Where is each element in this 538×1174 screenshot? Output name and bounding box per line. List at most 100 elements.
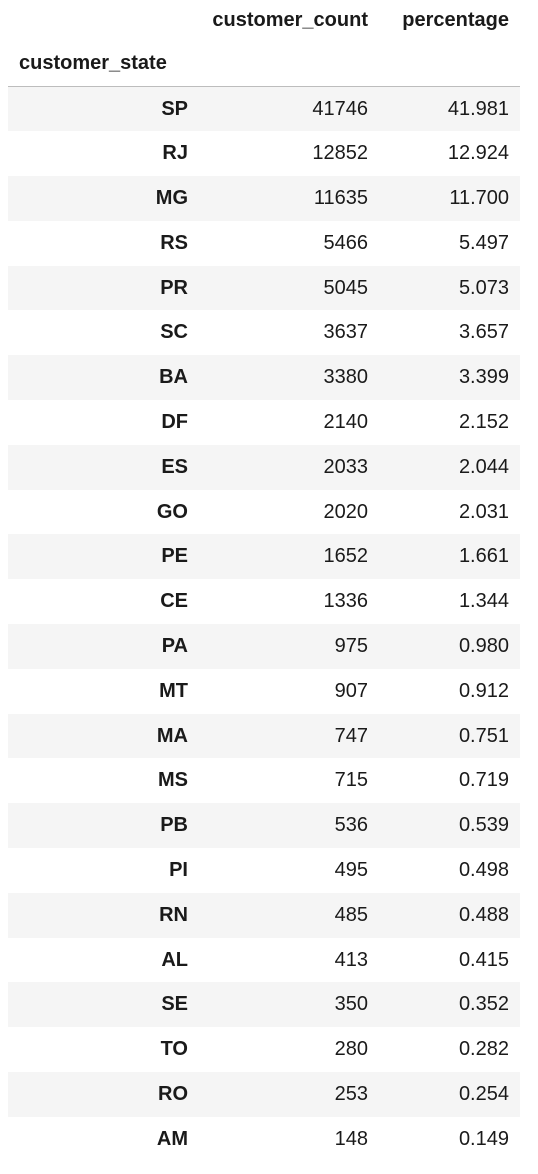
cell-customer-count: 5045 [323,276,369,299]
table-body: SP 41746 41.981 RJ 12852 12.924 MG 11635 11.700 R… [8,86,520,1162]
table-row: TO 280 0.282 [8,1027,520,1073]
cell-percentage: 0.415 [458,948,509,971]
cell-percentage: 0.498 [458,858,509,881]
row-index-state: RS [160,231,188,254]
table-row: RO 253 0.254 [8,1072,520,1117]
row-index-state: GO [156,500,188,523]
table-row: SC 3637 3.657 [8,310,520,356]
cell-customer-count: 413 [334,948,368,971]
cell-customer-count: 2020 [323,500,369,523]
row-index-state: SC [160,321,188,344]
row-index-state: SP [161,97,188,120]
row-index-state: PR [160,276,188,299]
row-index-state: BA [159,366,188,389]
cell-customer-count: 253 [334,1082,368,1105]
row-index-state: MS [158,769,188,792]
cell-percentage: 0.980 [458,634,509,657]
column-header-percentage: percentage [402,8,509,31]
cell-customer-count: 12852 [312,142,368,165]
cell-percentage: 41.981 [447,97,509,120]
cell-customer-count: 5466 [323,231,369,254]
cell-customer-count: 485 [334,903,368,926]
row-index-state: PE [161,545,188,568]
row-index-state: MT [159,679,188,702]
cell-percentage: 3.399 [458,366,509,389]
cell-customer-count: 495 [334,858,368,881]
cell-customer-count: 536 [334,814,368,837]
cell-percentage: 0.751 [458,724,509,747]
cell-customer-count: 11635 [313,186,368,209]
cell-customer-count: 3637 [323,321,369,344]
cell-customer-count: 41746 [312,97,368,120]
table-row: AL 413 0.415 [8,937,520,983]
table-row: MA 747 0.751 [8,713,520,759]
row-index-state: MG [155,186,188,209]
row-index-state: RJ [162,142,188,165]
cell-percentage: 3.657 [458,321,509,344]
dataframe-output: customer_count percentage customer_state… [8,0,520,1162]
cell-percentage: 0.352 [458,993,509,1016]
cell-percentage: 5.497 [458,231,509,254]
column-header-customer-count: customer_count [212,8,368,31]
dataframe-table: customer_count percentage customer_state… [8,0,520,1162]
row-index-state: MA [156,724,188,747]
cell-percentage: 12.924 [447,142,509,165]
row-index-state: SE [161,993,188,1016]
cell-customer-count: 1336 [323,590,369,613]
cell-percentage: 0.912 [458,679,509,702]
index-row-blank-cell [379,40,520,87]
table-row: GO 2020 2.031 [8,489,520,535]
cell-percentage: 5.073 [458,276,509,299]
table-row: PI 495 0.498 [8,848,520,893]
row-index-state: CE [160,590,188,613]
cell-customer-count: 715 [334,769,368,792]
table-row: RN 485 0.488 [8,892,520,938]
table-row: CE 1336 1.344 [8,579,520,625]
table-row: SE 350 0.352 [8,982,520,1028]
table-row: RS 5466 5.497 [8,220,520,266]
cell-customer-count: 2033 [323,455,369,478]
table-row: ES 2033 2.044 [8,444,520,490]
cell-customer-count: 148 [334,1127,368,1150]
row-index-state: TO [160,1038,188,1061]
table-row: PB 536 0.539 [8,803,520,849]
cell-customer-count: 350 [334,993,368,1016]
table-row: SP 41746 41.981 [8,86,520,132]
row-index-state: RO [158,1082,188,1105]
table-row: RJ 12852 12.924 [8,131,520,177]
cell-percentage: 2.031 [458,500,509,523]
table-row: MT 907 0.912 [8,668,520,714]
table-row: PE 1652 1.661 [8,534,520,580]
cell-customer-count: 280 [334,1038,368,1061]
row-index-state: ES [161,455,188,478]
cell-percentage: 0.149 [458,1127,509,1150]
row-index-state: AM [156,1127,188,1150]
index-name-row: customer_state [8,40,520,87]
index-row-blank-cell [188,40,379,87]
cell-percentage: 0.254 [458,1082,509,1105]
column-header-row: customer_count percentage [8,0,520,40]
table-row: AM 148 0.149 [8,1116,520,1162]
row-index-state: PI [169,858,188,881]
table-row: DF 2140 2.152 [8,400,520,445]
cell-customer-count: 907 [334,679,368,702]
row-index-state: AL [161,948,188,971]
cell-percentage: 2.152 [458,410,509,433]
blank-corner-cell [8,0,188,40]
cell-percentage: 11.700 [449,186,509,209]
table-row: MG 11635 11.700 [8,176,520,221]
cell-percentage: 0.719 [458,769,509,792]
row-index-state: PB [160,814,188,837]
cell-percentage: 0.488 [458,903,509,926]
cell-percentage: 1.344 [458,590,509,613]
index-name-customer-state: customer_state [8,40,188,87]
row-index-state: RN [159,903,188,926]
row-index-state: DF [161,410,188,433]
row-index-state: PA [161,634,188,657]
cell-customer-count: 747 [334,724,368,747]
table-row: PA 975 0.980 [8,624,520,669]
cell-percentage: 1.661 [458,545,509,568]
cell-customer-count: 975 [334,634,368,657]
cell-percentage: 2.044 [458,455,509,478]
table-row: BA 3380 3.399 [8,355,520,401]
